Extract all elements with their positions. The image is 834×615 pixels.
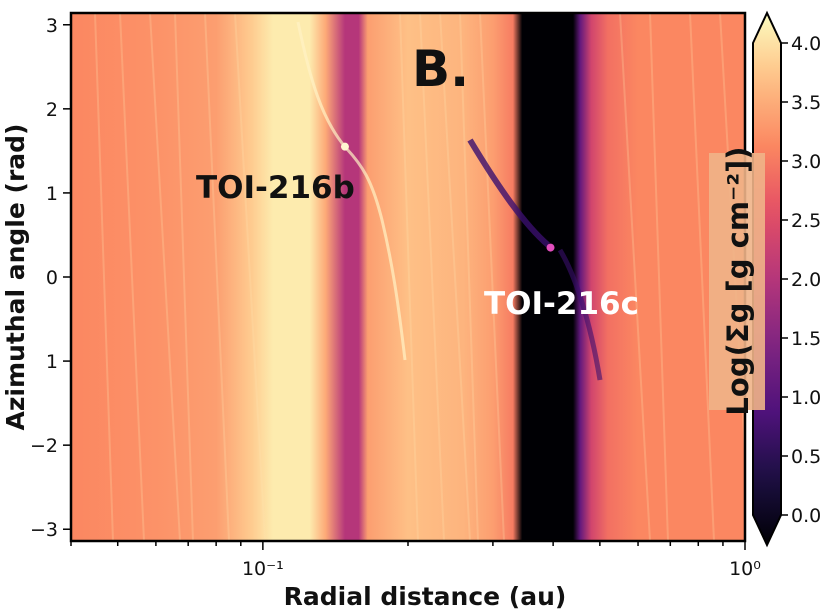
panel-label: B. <box>412 40 469 98</box>
streak-line <box>689 13 715 541</box>
streak-line <box>204 13 230 541</box>
y-axis-label: Azimuthal angle (rad) <box>1 124 30 431</box>
y-tick-label: 0 <box>46 267 58 289</box>
streak-line <box>234 13 266 541</box>
y-tick-label: −2 <box>30 435 58 457</box>
streak-line <box>119 13 145 541</box>
heatmap-area <box>71 13 745 541</box>
colorbar-tick-label: 2.0 <box>791 269 821 291</box>
streak-line <box>399 13 419 541</box>
colorbar-tick-label: 0.5 <box>791 446 821 468</box>
y-tick-label: 2 <box>46 99 58 121</box>
annotation-toi-216c: TOI-216c <box>484 286 639 322</box>
x-tick-label: 10⁰ <box>729 558 761 580</box>
y-axis: 3 2 1 0 1 −2 −3 <box>30 15 71 541</box>
colorbar-tick-label: 2.5 <box>791 210 821 232</box>
x-tick-label: 10⁻¹ <box>242 558 284 580</box>
colorbar-title: Log(Σg [g cm⁻²]) <box>721 146 755 415</box>
y-tick-label: 1 <box>46 183 58 205</box>
y-tick-label: 1 <box>46 351 58 373</box>
streak-line <box>649 13 669 541</box>
gap-edge-left <box>467 138 550 248</box>
x-axis: 10⁻¹ 10⁰ <box>70 541 761 580</box>
heatmap-field <box>71 13 745 541</box>
colorbar-ticks: 0.0 0.5 1.0 1.5 2.0 2.5 3.0 3.5 4.0 <box>781 33 821 527</box>
colorbar-tick-label: 4.0 <box>791 33 821 55</box>
colorbar-tick-label: 3.5 <box>791 92 821 114</box>
streak-line <box>619 13 651 541</box>
streak-line <box>94 13 114 541</box>
x-axis-label: Radial distance (au) <box>284 582 567 611</box>
colorbar-tick-label: 1.0 <box>791 387 821 409</box>
streak-line <box>149 13 181 541</box>
streak-line <box>459 13 479 541</box>
streak-line <box>419 13 445 541</box>
wake-planet-b <box>296 21 407 361</box>
planet-b-marker <box>340 142 349 151</box>
streak-line <box>479 13 505 541</box>
y-tick-label: 3 <box>46 15 58 37</box>
colorbar: Log(Σg [g cm⁻²]) 0.0 0.5 1.0 1.5 2.0 2.5 3.0 3.… <box>709 10 821 548</box>
annotation-toi-216b: TOI-216b <box>196 170 355 206</box>
colorbar-title-backdrop <box>709 153 765 410</box>
colorbar-tick-label: 3.0 <box>791 151 821 173</box>
streak-line <box>439 13 471 541</box>
colorbar-tick-label: 1.5 <box>791 328 821 350</box>
gap-edge-right <box>557 248 603 381</box>
y-tick-label: −3 <box>30 519 58 541</box>
planet-c-marker <box>546 243 555 252</box>
streak-line <box>174 13 194 541</box>
colorbar-tick-label: 0.0 <box>791 505 821 527</box>
